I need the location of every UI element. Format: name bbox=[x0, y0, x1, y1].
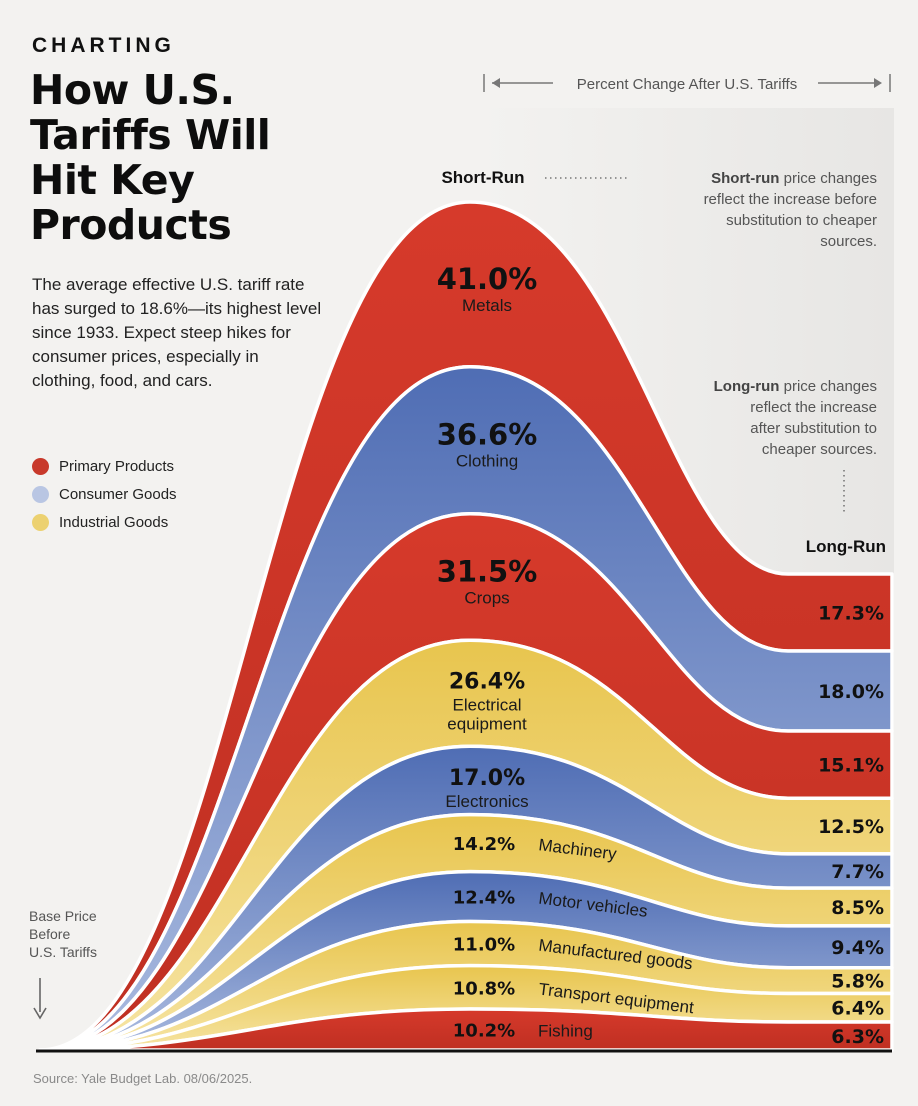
series-name: Electronics bbox=[445, 792, 528, 811]
intro-text: The average effective U.S. tariff rate h… bbox=[32, 275, 322, 390]
long-run-value: 7.7% bbox=[831, 861, 884, 883]
legend-swatch-industrial bbox=[32, 513, 49, 531]
short-run-value: 17.0% bbox=[449, 766, 525, 791]
short-run-value: 11.0% bbox=[453, 935, 515, 956]
short-run-value: 12.4% bbox=[453, 888, 515, 909]
short-run-value: 31.5% bbox=[437, 554, 538, 588]
long-run-header: Long-Run bbox=[806, 537, 886, 556]
short-run-value: 26.4% bbox=[449, 669, 525, 694]
series-name: equipment bbox=[447, 714, 527, 733]
source-note: Source: Yale Budget Lab. 08/06/2025. bbox=[33, 1071, 253, 1086]
title-line: Products bbox=[30, 201, 232, 249]
long-run-value: 12.5% bbox=[818, 816, 884, 838]
title-line: Tariffs Will bbox=[30, 111, 271, 159]
short-run-header: Short-Run bbox=[441, 168, 524, 187]
legend-swatch-consumer bbox=[32, 485, 49, 503]
long-run-value: 8.5% bbox=[831, 897, 884, 919]
series-name: Clothing bbox=[456, 452, 518, 471]
legend-swatch-primary bbox=[32, 457, 49, 475]
short-run-note: Short-run price changes reflect the incre… bbox=[704, 170, 877, 250]
long-run-value: 5.8% bbox=[831, 971, 884, 993]
legend-label: Consumer Goods bbox=[59, 485, 177, 503]
long-run-note: Long-run price changes reflect the increa… bbox=[714, 378, 877, 458]
long-run-value: 9.4% bbox=[831, 937, 884, 959]
short-run-value: 10.2% bbox=[453, 1021, 515, 1042]
eyebrow-label: CHARTING bbox=[32, 34, 175, 57]
base-label-line: U.S. Tariffs bbox=[29, 944, 97, 960]
short-run-value: 36.6% bbox=[437, 418, 538, 452]
long-run-value: 17.3% bbox=[818, 602, 884, 624]
long-run-value: 6.3% bbox=[831, 1026, 884, 1048]
long-run-value: 6.4% bbox=[831, 998, 884, 1020]
base-label-line: Before bbox=[29, 926, 70, 942]
series-name: Crops bbox=[464, 588, 509, 607]
legend: Primary Products Consumer Goods Industri… bbox=[32, 452, 177, 536]
title-line: Hit Key bbox=[30, 156, 195, 204]
axis-label: Percent Change After U.S. Tariffs bbox=[483, 74, 891, 93]
chart-title: How U.S. Tariffs Will Hit Key Products bbox=[30, 68, 360, 248]
legend-item: Consumer Goods bbox=[32, 480, 177, 508]
arrow-down-icon bbox=[33, 1007, 47, 1020]
bands bbox=[38, 200, 894, 1052]
series-name: Fishing bbox=[538, 1022, 593, 1041]
legend-label: Industrial Goods bbox=[59, 513, 169, 531]
short-run-value: 10.8% bbox=[453, 978, 515, 999]
short-run-value: 14.2% bbox=[453, 834, 515, 855]
series-name: Metals bbox=[462, 296, 512, 315]
legend-item: Industrial Goods bbox=[32, 508, 177, 536]
series-name: Electrical bbox=[453, 695, 522, 714]
long-run-value: 15.1% bbox=[818, 755, 884, 777]
legend-label: Primary Products bbox=[59, 457, 175, 475]
title-line: How U.S. bbox=[30, 66, 235, 114]
base-price-label: Base Price Before U.S. Tariffs bbox=[29, 908, 97, 1020]
legend-item: Primary Products bbox=[32, 452, 177, 480]
short-run-value: 41.0% bbox=[437, 262, 538, 296]
axis-title: Percent Change After U.S. Tariffs bbox=[577, 76, 797, 93]
long-run-value: 18.0% bbox=[818, 681, 884, 703]
base-label-line: Base Price bbox=[29, 908, 97, 924]
